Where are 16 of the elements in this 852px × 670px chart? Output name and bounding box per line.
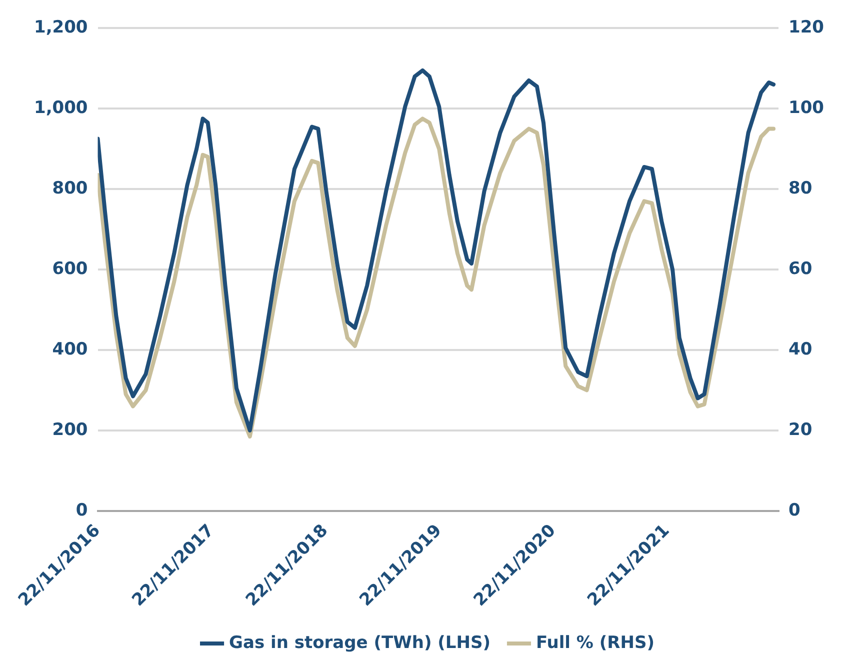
y-tick-label: 400: [52, 339, 88, 360]
y2-tick-label: 40: [788, 339, 812, 360]
y2-tick-label: 20: [788, 420, 812, 440]
y-tick-label: 1,000: [34, 98, 88, 118]
y-tick-label: 800: [52, 178, 88, 199]
y-tick-label: 600: [52, 258, 88, 279]
y-tick-label: 200: [52, 420, 88, 440]
y-tick-label: 0: [76, 500, 88, 520]
y-tick-label: 1,200: [34, 18, 88, 38]
y2-tick-label: 80: [788, 178, 812, 199]
y2-tick-label: 120: [788, 18, 824, 38]
y2-tick-label: 0: [788, 500, 801, 520]
y2-tick-label: 100: [788, 98, 824, 118]
legend-label: Full % (RHS): [536, 632, 654, 653]
legend-label: Gas in storage (TWh) (LHS): [229, 632, 490, 653]
y2-tick-label: 60: [788, 258, 812, 279]
